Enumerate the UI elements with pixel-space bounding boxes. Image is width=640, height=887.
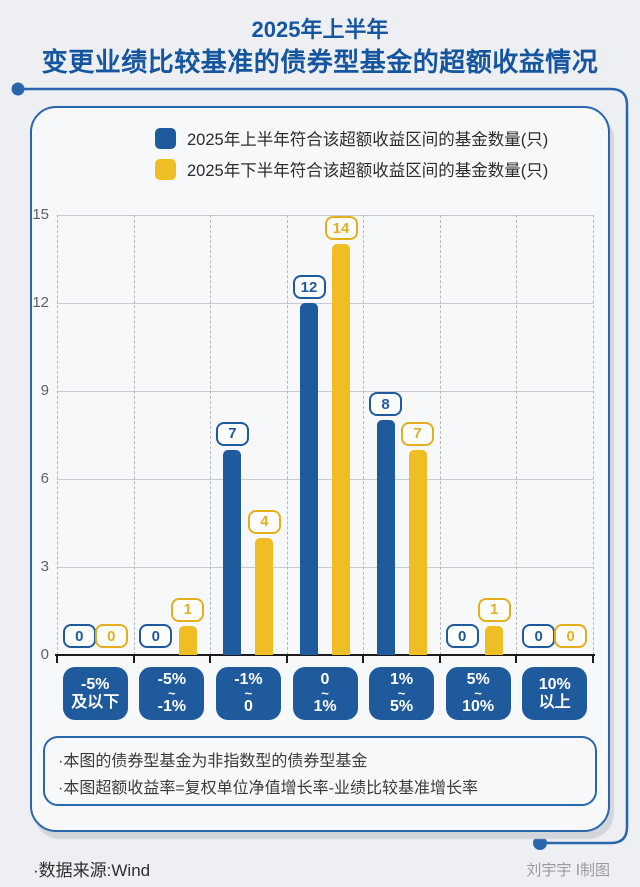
legend-label: 2025年下半年符合该超额收益区间的基金数量(只) [187,162,549,180]
data-source: ·数据来源:Wind [33,861,151,880]
legend: 2025年上半年符合该超额收益区间的基金数量(只) 2025年下半年符合该超额收… [155,127,548,189]
legend-item-second-half: 2025年下半年符合该超额收益区间的基金数量(只) [155,158,548,180]
connector-dot-top [11,82,25,96]
author-credit: 刘宇宇 Ⅰ制图 [526,862,610,879]
footnote-box: ·本图的债券型基金为非指数型的债券型基金 ·本图超额收益率=复权单位净值增长率-… [43,736,597,806]
footnote-line: ·本图的债券型基金为非指数型的债券型基金 [58,753,368,770]
chart-panel [30,106,610,832]
page-title-line1: 2025年上半年 [251,17,389,42]
page-title-line2: 变更业绩比较基准的债券型基金的超额收益情况 [41,47,599,77]
legend-item-first-half: 2025年上半年符合该超额收益区间的基金数量(只) [155,127,548,149]
footnote-line: ·本图超额收益率=复权单位净值增长率-业绩比较基准增长率 [58,780,479,797]
legend-label: 2025年上半年符合该超额收益区间的基金数量(只) [187,131,549,149]
connector-dot-bottom [533,836,547,850]
legend-swatch-yellow [155,158,176,180]
legend-swatch-blue [155,127,176,149]
